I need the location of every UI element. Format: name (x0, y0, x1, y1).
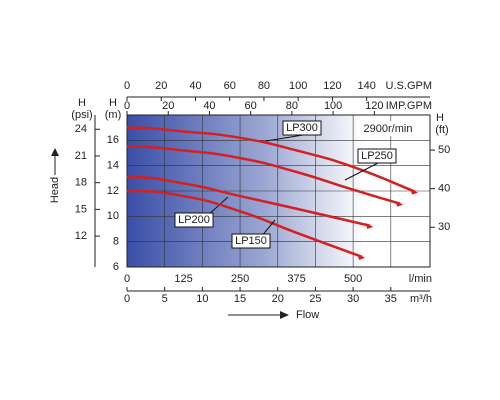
x-tick-label: 125 (174, 273, 192, 285)
usgpm-tick-label: 80 (258, 80, 270, 92)
impgpm-tick-label: 20 (162, 100, 174, 112)
impgpm-label: IMP.GPM (386, 100, 432, 112)
ft-tick-label: 50 (438, 144, 450, 156)
flow-arrowhead (280, 311, 289, 319)
psi-unit: (psi) (71, 109, 92, 121)
y-tick-label: 6 (113, 261, 119, 273)
pump-curve (126, 189, 363, 259)
usgpm-tick-label: 60 (224, 80, 236, 92)
usgpm-tick-label: 0 (124, 80, 130, 92)
curve-label: LP150 (235, 235, 267, 247)
ft-tick-label: 40 (438, 183, 450, 195)
m3h-tick-label: 10 (196, 293, 208, 305)
x-tick-label: 375 (287, 273, 305, 285)
leader-line (344, 162, 379, 181)
y-tick-label: 12 (107, 185, 119, 197)
impgpm-tick-label: 60 (245, 100, 257, 112)
curve-end (365, 222, 374, 229)
head-arrowhead (51, 148, 59, 156)
impgpm-tick-label: 120 (365, 100, 383, 112)
pump-curve (126, 175, 371, 228)
ft-unit: (ft) (435, 124, 448, 136)
pump-curve (126, 126, 416, 193)
impgpm-tick-label: 0 (124, 100, 130, 112)
x-tick-label: 500 (344, 273, 362, 285)
psi-tick-label: 15 (75, 203, 87, 215)
m-unit: (m) (105, 109, 122, 121)
impgpm-tick-label: 40 (203, 100, 215, 112)
y-tick-label: 16 (107, 134, 119, 146)
psi-title: H (78, 97, 86, 109)
m3h-tick-label: 25 (309, 293, 321, 305)
curve-label-box (231, 233, 271, 249)
m3h-tick-label: 35 (385, 293, 397, 305)
m-title: H (109, 97, 117, 109)
x-tick-label: 0 (124, 273, 130, 285)
curve-label-box (174, 212, 214, 228)
y-tick-label: 8 (113, 236, 119, 248)
psi-tick-label: 24 (75, 123, 87, 135)
ft-tick-label: 30 (438, 221, 450, 233)
usgpm-tick-label: 100 (289, 80, 307, 92)
ft-title: H (436, 112, 444, 124)
psi-tick-label: 12 (75, 230, 87, 242)
m3h-tick-label: 0 (124, 293, 130, 305)
x-axis-label: Flow (296, 309, 319, 321)
curve-label: LP250 (361, 150, 393, 162)
y-axis-label: Head (49, 177, 61, 203)
usgpm-tick-label: 120 (323, 80, 341, 92)
y-tick-label: 10 (107, 210, 119, 222)
curve-end (395, 200, 404, 207)
x-tick-label: 250 (231, 273, 249, 285)
usgpm-tick-label: 20 (155, 80, 167, 92)
pump-curve (126, 145, 401, 205)
leader-line (265, 134, 304, 142)
m3h-tick-label: 20 (272, 293, 284, 305)
usgpm-tick-label: 140 (357, 80, 375, 92)
impgpm-tick-label: 100 (324, 100, 342, 112)
usgpm-tick-label: 40 (189, 80, 201, 92)
curve-label: LP200 (178, 214, 210, 226)
m3h-tick-label: 5 (162, 293, 168, 305)
m3h-tick-label: 15 (234, 293, 246, 305)
curve-label-box (282, 120, 322, 136)
m3h-label: m³/h (410, 293, 432, 305)
curve-end (410, 188, 419, 195)
curve-label-box (357, 148, 397, 164)
m3h-tick-label: 30 (347, 293, 359, 305)
speed-annotation: 2900r/min (364, 123, 413, 135)
curve-label: LP300 (286, 122, 318, 134)
psi-tick-label: 18 (75, 177, 87, 189)
psi-tick-label: 21 (75, 150, 87, 162)
curve-end (357, 253, 366, 260)
y-tick-label: 14 (107, 160, 119, 172)
lmin-label: l/min (409, 273, 432, 285)
usgpm-label: U.S.GPM (386, 80, 432, 92)
speed-box (357, 121, 419, 136)
impgpm-tick-label: 80 (286, 100, 298, 112)
